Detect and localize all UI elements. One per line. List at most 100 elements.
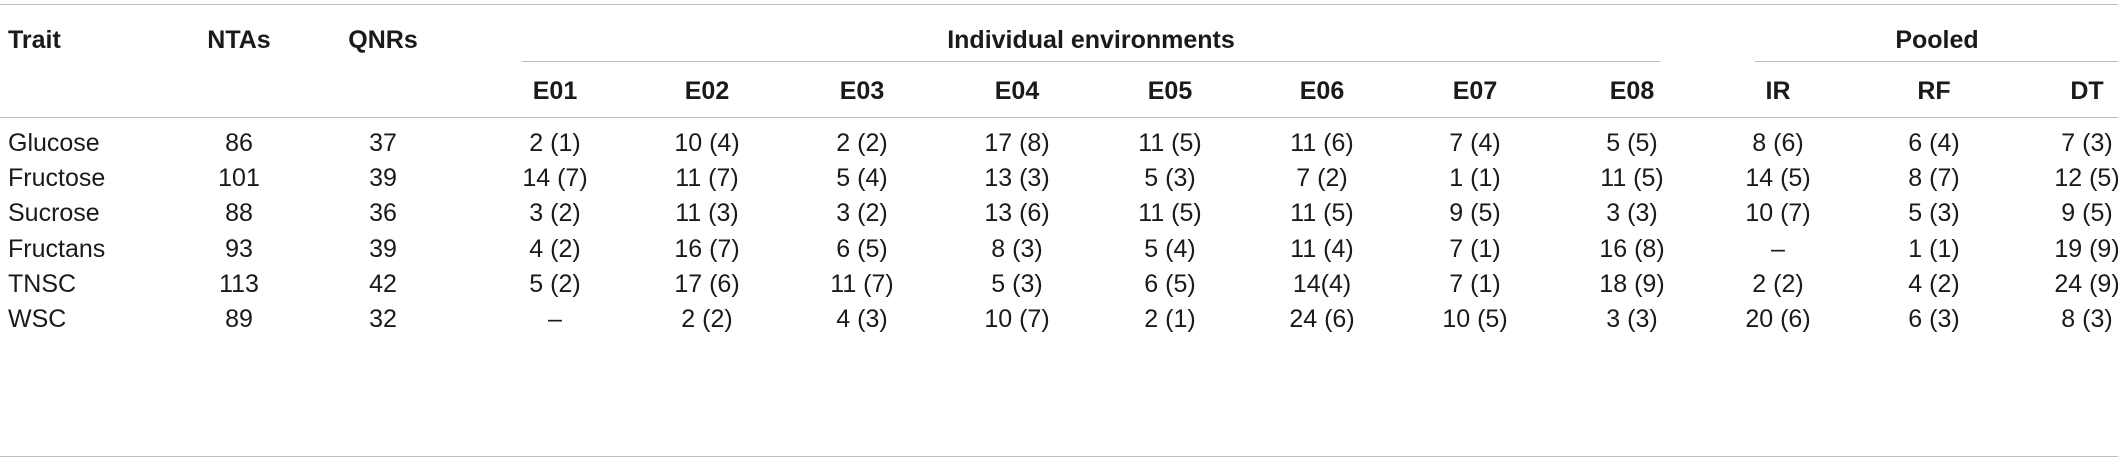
cell-qnrs: 36 — [369, 199, 397, 227]
cell-env-value: 11 (7) — [830, 270, 894, 298]
cell-pooled-value: 12 (5) — [2054, 164, 2118, 192]
cell-pooled-value: 24 (9) — [2054, 270, 2118, 298]
cell-ntas: 89 — [225, 305, 253, 333]
cell-env-value: 7 (2) — [1296, 164, 1348, 192]
cell-qnrs: 39 — [369, 235, 397, 263]
header-bottom-rule — [0, 117, 2118, 118]
cell-env-value: 7 (1) — [1449, 235, 1501, 263]
cell-env-value: 5 (3) — [1144, 164, 1196, 192]
cell-trait: Sucrose — [8, 199, 100, 227]
header-qnrs: QNRs — [348, 26, 418, 54]
cell-trait: WSC — [8, 305, 67, 333]
header-env: E06 — [1299, 77, 1345, 105]
cell-env-value: 18 (9) — [1599, 270, 1665, 298]
cell-pooled-value: 5 (3) — [1908, 199, 1960, 227]
cell-env-value: 14(4) — [1292, 270, 1352, 298]
cell-env-value: 6 (5) — [836, 235, 888, 263]
individual-span-rule — [522, 61, 1660, 62]
cell-pooled-value: 1 (1) — [1908, 235, 1960, 263]
cell-env-value: 2 (2) — [681, 305, 733, 333]
cell-trait: Fructose — [8, 164, 106, 192]
cell-pooled-value: 20 (6) — [1745, 305, 1811, 333]
cell-pooled-value: 8 (7) — [1908, 164, 1960, 192]
cell-env-value: 24 (6) — [1289, 305, 1355, 333]
cell-env-value: 11 (4) — [1290, 235, 1354, 263]
cell-env-value: 17 (8) — [984, 129, 1050, 157]
cell-env-value: 13 (6) — [984, 199, 1050, 227]
header-env: E03 — [839, 77, 885, 105]
header-env: E04 — [994, 77, 1040, 105]
cell-pooled-value: 6 (3) — [1908, 305, 1960, 333]
cell-pooled-value: – — [1771, 235, 1785, 263]
cell-trait: Fructans — [8, 235, 106, 263]
cell-env-value: 5 (4) — [836, 164, 888, 192]
header-pooled-dt: DT — [2070, 77, 2104, 105]
header-env: E02 — [684, 77, 730, 105]
cell-pooled-value: 9 (5) — [2061, 199, 2113, 227]
cell-pooled-value: 6 (4) — [1908, 129, 1960, 157]
cell-pooled-value: 8 (3) — [2061, 305, 2113, 333]
cell-ntas: 101 — [218, 164, 260, 192]
cell-env-value: 3 (2) — [529, 199, 581, 227]
header-ntas: NTAs — [207, 26, 271, 54]
cell-env-value: 14 (7) — [522, 164, 588, 192]
cell-env-value: 11 (5) — [1600, 164, 1664, 192]
cell-env-value: 16 (7) — [674, 235, 740, 263]
header-env: E08 — [1609, 77, 1655, 105]
cell-env-value: 10 (7) — [984, 305, 1050, 333]
cell-env-value: 7 (1) — [1449, 270, 1501, 298]
cell-env-value: 2 (1) — [529, 129, 581, 157]
cell-env-value: 5 (3) — [991, 270, 1043, 298]
cell-pooled-value: 10 (7) — [1745, 199, 1811, 227]
cell-ntas: 93 — [225, 235, 253, 263]
cell-env-value: 11 (7) — [675, 164, 739, 192]
cell-pooled-value: 14 (5) — [1745, 164, 1811, 192]
cell-env-value: 4 (2) — [529, 235, 581, 263]
cell-env-value: 8 (3) — [991, 235, 1043, 263]
header-env: E01 — [532, 77, 578, 105]
header-pooled-ir: IR — [1765, 77, 1791, 105]
cell-pooled-value: 2 (2) — [1752, 270, 1804, 298]
cell-qnrs: 39 — [369, 164, 397, 192]
cell-qnrs: 32 — [369, 305, 397, 333]
cell-env-value: 3 (3) — [1606, 305, 1658, 333]
cell-env-value: 10 (4) — [674, 129, 740, 157]
cell-pooled-value: 19 (9) — [2054, 235, 2118, 263]
cell-env-value: 17 (6) — [674, 270, 740, 298]
cell-env-value: 3 (2) — [836, 199, 888, 227]
cell-env-value: 10 (5) — [1442, 305, 1508, 333]
cell-pooled-value: 4 (2) — [1908, 270, 1960, 298]
cell-env-value: 9 (5) — [1449, 199, 1501, 227]
pooled-span-rule — [1755, 61, 2118, 62]
bottom-rule — [0, 456, 2118, 457]
cell-env-value: 11 (5) — [1290, 199, 1354, 227]
cell-env-value: 4 (3) — [836, 305, 888, 333]
cell-env-value: 11 (6) — [1290, 129, 1354, 157]
cell-trait: Glucose — [8, 129, 100, 157]
cell-pooled-value: 8 (6) — [1752, 129, 1804, 157]
cell-qnrs: 37 — [369, 129, 397, 157]
cell-pooled-value: 7 (3) — [2061, 129, 2113, 157]
cell-env-value: 5 (4) — [1144, 235, 1196, 263]
cell-env-value: 11 (5) — [1138, 199, 1202, 227]
cell-env-value: 5 (5) — [1606, 129, 1658, 157]
cell-env-value: 2 (1) — [1144, 305, 1196, 333]
header-trait: Trait — [8, 26, 61, 54]
cell-env-value: 11 (5) — [1138, 129, 1202, 157]
cell-env-value: 16 (8) — [1599, 235, 1665, 263]
cell-qnrs: 42 — [369, 270, 397, 298]
header-pooled-rf: RF — [1917, 77, 1951, 105]
cell-env-value: 7 (4) — [1449, 129, 1501, 157]
cell-env-value: – — [548, 305, 562, 333]
header-env: E05 — [1147, 77, 1193, 105]
cell-env-value: 6 (5) — [1144, 270, 1196, 298]
cell-env-value: 5 (2) — [529, 270, 581, 298]
top-rule — [0, 4, 2118, 5]
header-env: E07 — [1452, 77, 1498, 105]
cell-env-value: 2 (2) — [836, 129, 888, 157]
cell-env-value: 13 (3) — [984, 164, 1050, 192]
cell-ntas: 113 — [219, 270, 259, 298]
cell-trait: TNSC — [8, 270, 77, 298]
cell-env-value: 1 (1) — [1449, 164, 1501, 192]
